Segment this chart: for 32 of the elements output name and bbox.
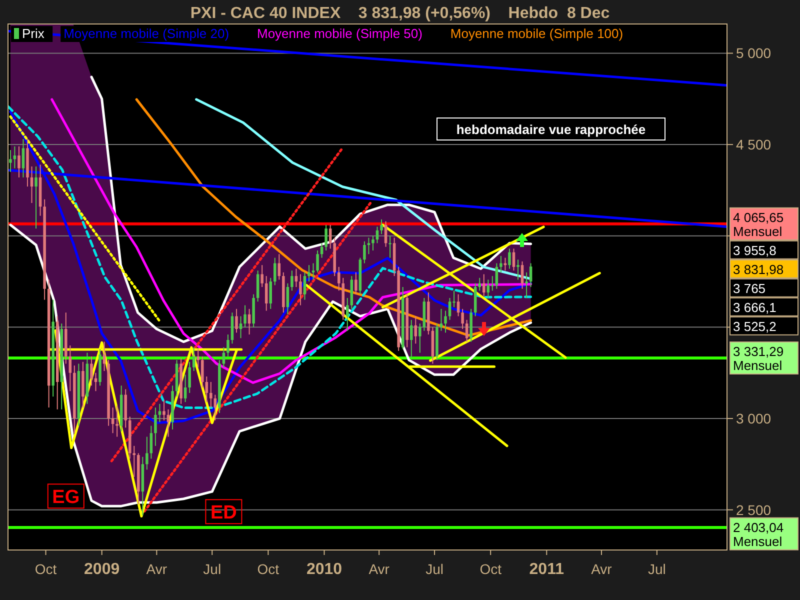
x-tick-label: Oct (34, 561, 57, 577)
y-tick-label: 4 500 (736, 136, 772, 153)
x-tick-label: 2011 (529, 561, 564, 578)
x-tick-label: Oct (480, 561, 502, 577)
y-tick-label: 3 000 (736, 410, 772, 426)
annotation: ED (210, 502, 237, 524)
annotation: EG (52, 487, 80, 508)
ref-line-label: 4 065,65 Mensuel (733, 210, 784, 239)
x-tick-label: 2009 (84, 561, 120, 578)
ref-line-label: 3 331,29 Mensuel (733, 344, 784, 373)
text: 3 765 (733, 280, 766, 296)
y-tick-label: 5 000 (736, 45, 772, 62)
y-tick-label: 2 500 (736, 502, 772, 518)
text: Moyenne mobile (Simple 100) (450, 26, 624, 41)
annotation: hebdomadaire vue rapprochée (456, 122, 646, 137)
x-tick-label: Jul (648, 561, 666, 577)
text: 3 831,98 (733, 262, 784, 277)
x-tick-label: Avr (146, 561, 168, 577)
chart-title: PXI - CAC 40 INDEX 3 831,98 (+0,56%) Hebdo 8 Dec (190, 5, 610, 22)
ref-line-label: 2 403,04 Mensuel (733, 520, 784, 549)
text: Moyenne mobile (Simple 50) (257, 26, 422, 41)
text: 3 955,8 (733, 242, 776, 258)
text: 3 666,1 (733, 300, 776, 315)
text: Moyenne mobile (Simple 20) (64, 26, 230, 41)
x-tick-label: Oct (257, 561, 280, 577)
x-tick-label: Jul (426, 561, 444, 577)
x-tick-label: Jul (203, 561, 222, 577)
x-tick-label: Avr (591, 561, 612, 577)
x-tick-label: 2010 (306, 561, 342, 578)
legend-label: Prix (22, 26, 45, 41)
text: 3 525,2 (733, 318, 776, 334)
x-tick-label: Avr (368, 561, 390, 577)
